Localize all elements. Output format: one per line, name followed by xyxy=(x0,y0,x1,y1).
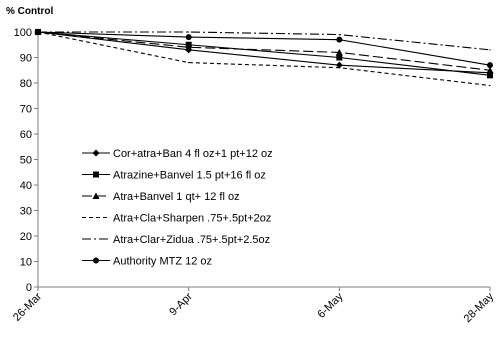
legend-entry: Atra+Clar+Zidua .75+.5pt+2.5oz xyxy=(82,234,270,246)
x-tick-label: 6-May xyxy=(315,290,345,320)
x-tick-label: 28-May xyxy=(462,290,496,325)
circle-marker xyxy=(487,62,493,69)
legend-label: Authority MTZ 12 oz xyxy=(113,256,212,268)
series-6 xyxy=(35,29,493,69)
legend-label: Cor+atra+Ban 4 fl oz+1 pt+12 oz xyxy=(113,148,273,160)
circle-marker xyxy=(35,29,41,35)
y-tick-label: 60 xyxy=(20,129,32,141)
y-tick-label: 90 xyxy=(20,53,32,65)
diamond-marker xyxy=(92,149,100,157)
series-line xyxy=(38,31,491,51)
series-line xyxy=(37,31,491,74)
series-line xyxy=(37,31,491,76)
legend-entry: Atra+Cla+Sharpen .75+.5pt+2oz xyxy=(82,213,271,225)
y-tick-label: 0 xyxy=(26,282,32,294)
legend-entry: Authority MTZ 12 oz xyxy=(82,256,212,268)
legend-entry: Cor+atra+Ban 4 fl oz+1 pt+12 oz xyxy=(82,148,273,160)
series-line xyxy=(37,31,491,71)
legend-label: Atrazine+Banvel 1.5 pt+16 fl oz xyxy=(113,170,266,182)
y-tick-label: 50 xyxy=(20,155,32,167)
y-tick-label: 100 xyxy=(14,27,32,39)
circle-marker xyxy=(93,257,99,264)
series-layer xyxy=(34,28,494,87)
y-tick-label: 70 xyxy=(20,104,32,116)
data-point xyxy=(188,62,190,64)
y-tick-label: 80 xyxy=(20,78,32,90)
square-marker xyxy=(487,72,493,79)
data-point xyxy=(489,84,491,87)
triangle-marker xyxy=(335,48,343,56)
y-tick-label: 40 xyxy=(20,180,32,192)
data-point xyxy=(338,33,340,36)
legend-entry: Atra+Banvel 1 qt+ 12 fl oz xyxy=(82,191,240,203)
triangle-marker xyxy=(92,192,100,199)
data-point xyxy=(188,31,190,33)
triangle-marker xyxy=(185,43,193,51)
series-line xyxy=(37,31,491,66)
series-line xyxy=(37,31,491,87)
y-tick-label: 30 xyxy=(20,206,32,218)
y-tick-label: 20 xyxy=(20,231,32,243)
legend-label: Atra+Banvel 1 qt+ 12 fl oz xyxy=(113,191,240,203)
legend: Cor+atra+Ban 4 fl oz+1 pt+12 oz Atrazine+… xyxy=(82,148,273,268)
square-marker xyxy=(336,54,343,61)
x-tick-label: 9-Apr xyxy=(167,290,195,318)
y-axis-label: % Control xyxy=(6,6,53,17)
x-tick-label: 26-Mar xyxy=(11,290,44,323)
legend-label: Atra+Clar+Zidua .75+.5pt+2.5oz xyxy=(113,234,270,246)
diamond-marker xyxy=(335,61,343,69)
legend-entry: Atrazine+Banvel 1.5 pt+16 fl oz xyxy=(82,170,266,182)
triangle-marker xyxy=(486,66,494,74)
data-point xyxy=(489,49,491,51)
legend-label: Atra+Cla+Sharpen .75+.5pt+2oz xyxy=(113,213,271,225)
square-marker xyxy=(93,171,99,178)
series-1 xyxy=(34,28,494,77)
data-point xyxy=(338,67,340,69)
circle-marker xyxy=(336,36,343,43)
y-tick-label: 10 xyxy=(20,257,32,269)
circle-marker xyxy=(185,34,192,41)
